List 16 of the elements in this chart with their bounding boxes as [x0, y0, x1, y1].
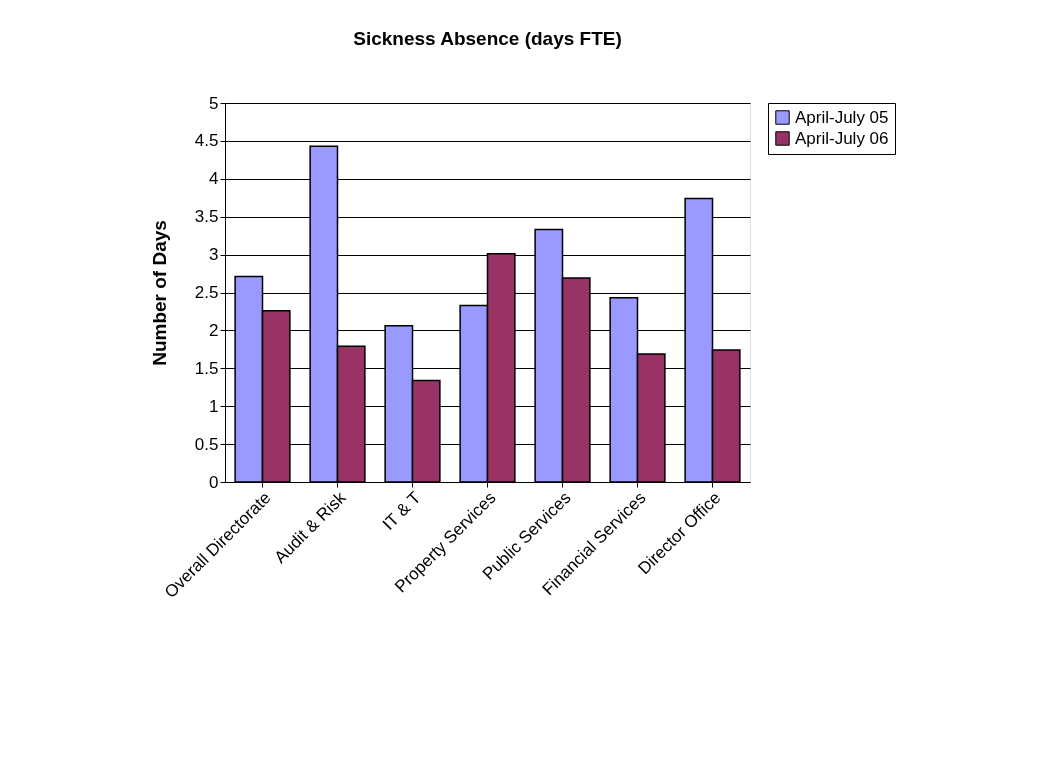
y-tick-label: 0 — [209, 472, 219, 492]
y-tick-label: 4 — [209, 169, 219, 189]
y-tick-label: 3 — [209, 245, 219, 265]
y-tick-label: 1 — [209, 396, 219, 416]
y-tick-label: 4.5 — [194, 131, 219, 151]
y-tick-label: 5 — [209, 93, 219, 113]
legend-label: April-July 05 — [795, 107, 889, 127]
x-tick-label: IT & T — [378, 488, 425, 534]
y-tick-label: 2.5 — [194, 283, 219, 302]
y-tick-label: 0.5 — [194, 434, 219, 454]
y-tick-label: 1.5 — [194, 358, 219, 378]
legend-label: April-July 06 — [795, 128, 889, 148]
y-axis-title: Number of Days — [148, 220, 170, 366]
y-tick-label: 2 — [209, 320, 219, 340]
y-tick-label: 3.5 — [194, 207, 219, 227]
chart-title: Sickness Absence (days FTE) — [353, 28, 622, 49]
